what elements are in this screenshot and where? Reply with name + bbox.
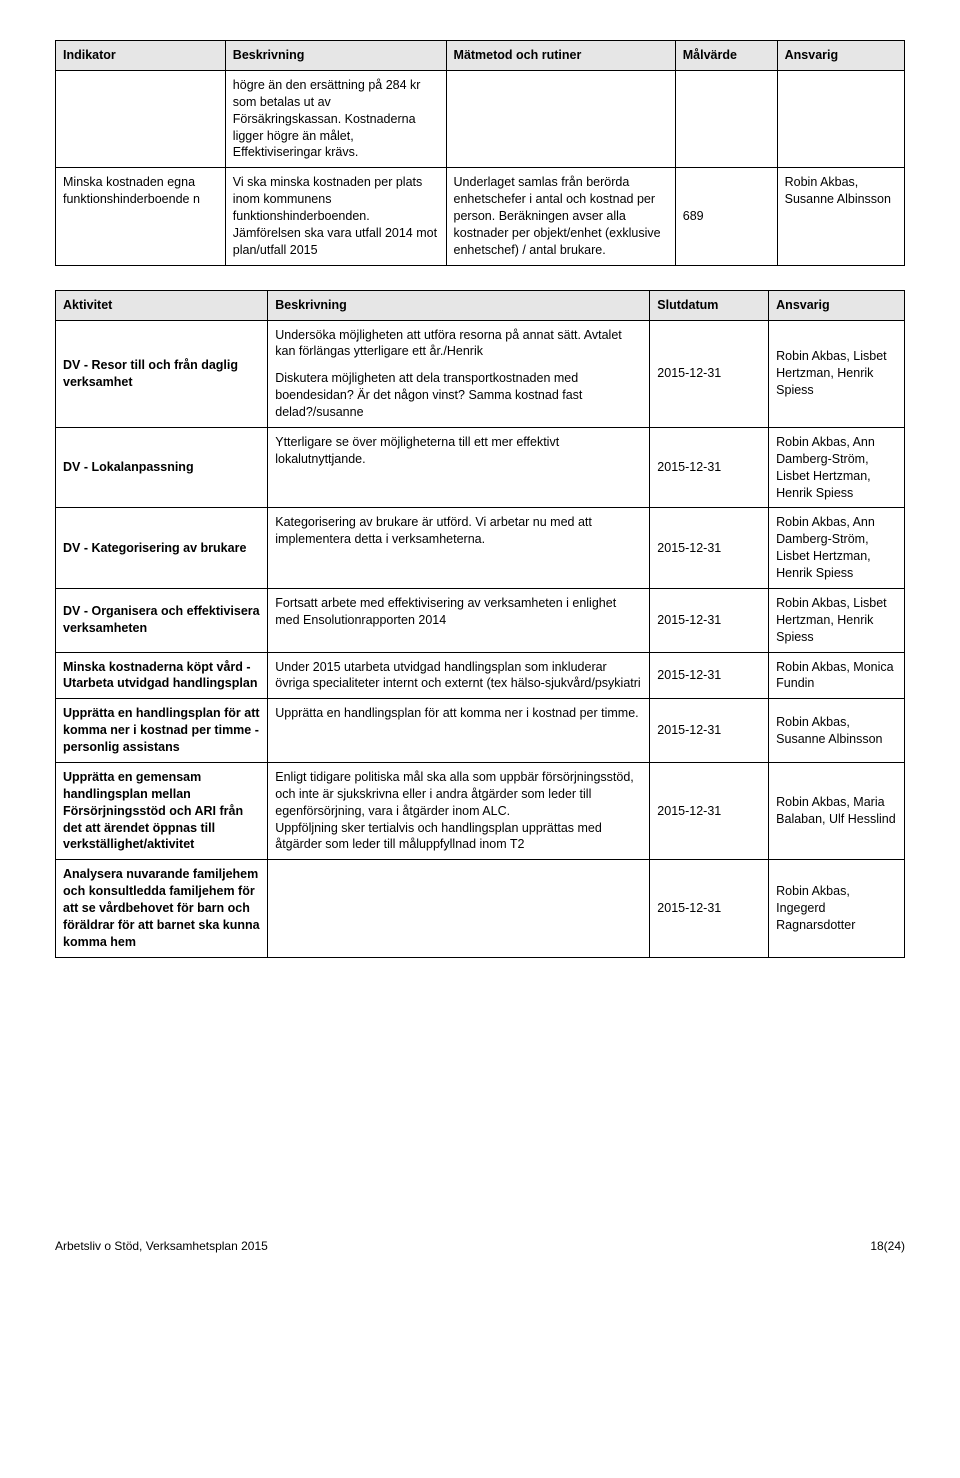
table-header-row: Aktivitet Beskrivning Slutdatum Ansvarig <box>56 290 905 320</box>
cell-slutdatum: 2015-12-31 <box>650 320 769 427</box>
table-row: Upprätta en gemensam handlingsplan mella… <box>56 762 905 859</box>
cell-beskrivning <box>268 860 650 957</box>
cell-aktivitet: DV - Kategorisering av brukare <box>56 508 268 589</box>
cell-indikator: Minska kostnaden egna funktionshinderboe… <box>56 168 226 265</box>
cell-beskrivning: Vi ska minska kostnaden per plats inom k… <box>225 168 446 265</box>
cell-ansvarig: Robin Akbas, Susanne Albinsson <box>777 168 904 265</box>
col-malvarde: Målvärde <box>675 41 777 71</box>
footer-left: Arbetsliv o Stöd, Verksamhetsplan 2015 <box>55 1238 268 1254</box>
page-footer: Arbetsliv o Stöd, Verksamhetsplan 2015 1… <box>55 1238 905 1254</box>
cell-ansvarig: Robin Akbas, Lisbet Hertzman, Henrik Spi… <box>769 320 905 427</box>
table-row: Minska kostnaderna köpt vård - Utarbeta … <box>56 652 905 699</box>
paragraph: Undersöka möjligheten att utföra resorna… <box>275 327 642 361</box>
paragraph: Diskutera möjligheten att dela transport… <box>275 370 642 421</box>
cell-beskrivning: Upprätta en handlingsplan för att komma … <box>268 699 650 763</box>
table-row: Minska kostnaden egna funktionshinderboe… <box>56 168 905 265</box>
col-beskrivning: Beskrivning <box>225 41 446 71</box>
col-ansvarig: Ansvarig <box>777 41 904 71</box>
cell-malvarde: 689 <box>675 168 777 265</box>
indicator-table: Indikator Beskrivning Mätmetod och rutin… <box>55 40 905 266</box>
col-matmetod: Mätmetod och rutiner <box>446 41 675 71</box>
table-row: DV - Resor till och från daglig verksamh… <box>56 320 905 427</box>
cell-ansvarig: Robin Akbas, Ann Damberg-Ström, Lisbet H… <box>769 508 905 589</box>
cell-ansvarig: Robin Akbas, Susanne Albinsson <box>769 699 905 763</box>
cell-slutdatum: 2015-12-31 <box>650 762 769 859</box>
cell-beskrivning: Undersöka möjligheten att utföra resorna… <box>268 320 650 427</box>
cell-aktivitet: DV - Organisera och effektivisera verksa… <box>56 588 268 652</box>
cell-beskrivning: Fortsatt arbete med effektivisering av v… <box>268 588 650 652</box>
table-row: Upprätta en handlingsplan för att komma … <box>56 699 905 763</box>
cell-aktivitet: Upprätta en gemensam handlingsplan mella… <box>56 762 268 859</box>
cell-beskrivning: Ytterligare se över möjligheterna till e… <box>268 427 650 508</box>
cell-aktivitet: Analysera nuvarande familjehem och konsu… <box>56 860 268 957</box>
footer-right: 18(24) <box>870 1238 905 1254</box>
cell-beskrivning: Kategorisering av brukare är utförd. Vi … <box>268 508 650 589</box>
col-ansvarig: Ansvarig <box>769 290 905 320</box>
cell-beskrivning: Enligt tidigare politiska mål ska alla s… <box>268 762 650 859</box>
table-row: högre än den ersättning på 284 kr som be… <box>56 70 905 167</box>
cell-matmetod <box>446 70 675 167</box>
cell-beskrivning: högre än den ersättning på 284 kr som be… <box>225 70 446 167</box>
cell-malvarde <box>675 70 777 167</box>
cell-ansvarig: Robin Akbas, Maria Balaban, Ulf Hesslind <box>769 762 905 859</box>
cell-slutdatum: 2015-12-31 <box>650 699 769 763</box>
table-row: DV - LokalanpassningYtterligare se över … <box>56 427 905 508</box>
col-aktivitet: Aktivitet <box>56 290 268 320</box>
cell-beskrivning: Under 2015 utarbeta utvidgad handlingspl… <box>268 652 650 699</box>
cell-ansvarig: Robin Akbas, Ann Damberg-Ström, Lisbet H… <box>769 427 905 508</box>
cell-indikator <box>56 70 226 167</box>
col-indikator: Indikator <box>56 41 226 71</box>
cell-slutdatum: 2015-12-31 <box>650 588 769 652</box>
table-row: DV - Organisera och effektivisera verksa… <box>56 588 905 652</box>
table-header-row: Indikator Beskrivning Mätmetod och rutin… <box>56 41 905 71</box>
cell-ansvarig: Robin Akbas, Lisbet Hertzman, Henrik Spi… <box>769 588 905 652</box>
table-row: DV - Kategorisering av brukareKategorise… <box>56 508 905 589</box>
col-beskrivning: Beskrivning <box>268 290 650 320</box>
cell-ansvarig <box>777 70 904 167</box>
cell-ansvarig: Robin Akbas, Monica Fundin <box>769 652 905 699</box>
cell-aktivitet: Upprätta en handlingsplan för att komma … <box>56 699 268 763</box>
cell-aktivitet: DV - Lokalanpassning <box>56 427 268 508</box>
col-slutdatum: Slutdatum <box>650 290 769 320</box>
cell-ansvarig: Robin Akbas, Ingegerd Ragnarsdotter <box>769 860 905 957</box>
table-row: Analysera nuvarande familjehem och konsu… <box>56 860 905 957</box>
cell-aktivitet: Minska kostnaderna köpt vård - Utarbeta … <box>56 652 268 699</box>
cell-slutdatum: 2015-12-31 <box>650 427 769 508</box>
cell-slutdatum: 2015-12-31 <box>650 508 769 589</box>
cell-aktivitet: DV - Resor till och från daglig verksamh… <box>56 320 268 427</box>
cell-slutdatum: 2015-12-31 <box>650 652 769 699</box>
cell-matmetod: Underlaget samlas från berörda enhetsche… <box>446 168 675 265</box>
activity-table: Aktivitet Beskrivning Slutdatum Ansvarig… <box>55 290 905 958</box>
cell-slutdatum: 2015-12-31 <box>650 860 769 957</box>
